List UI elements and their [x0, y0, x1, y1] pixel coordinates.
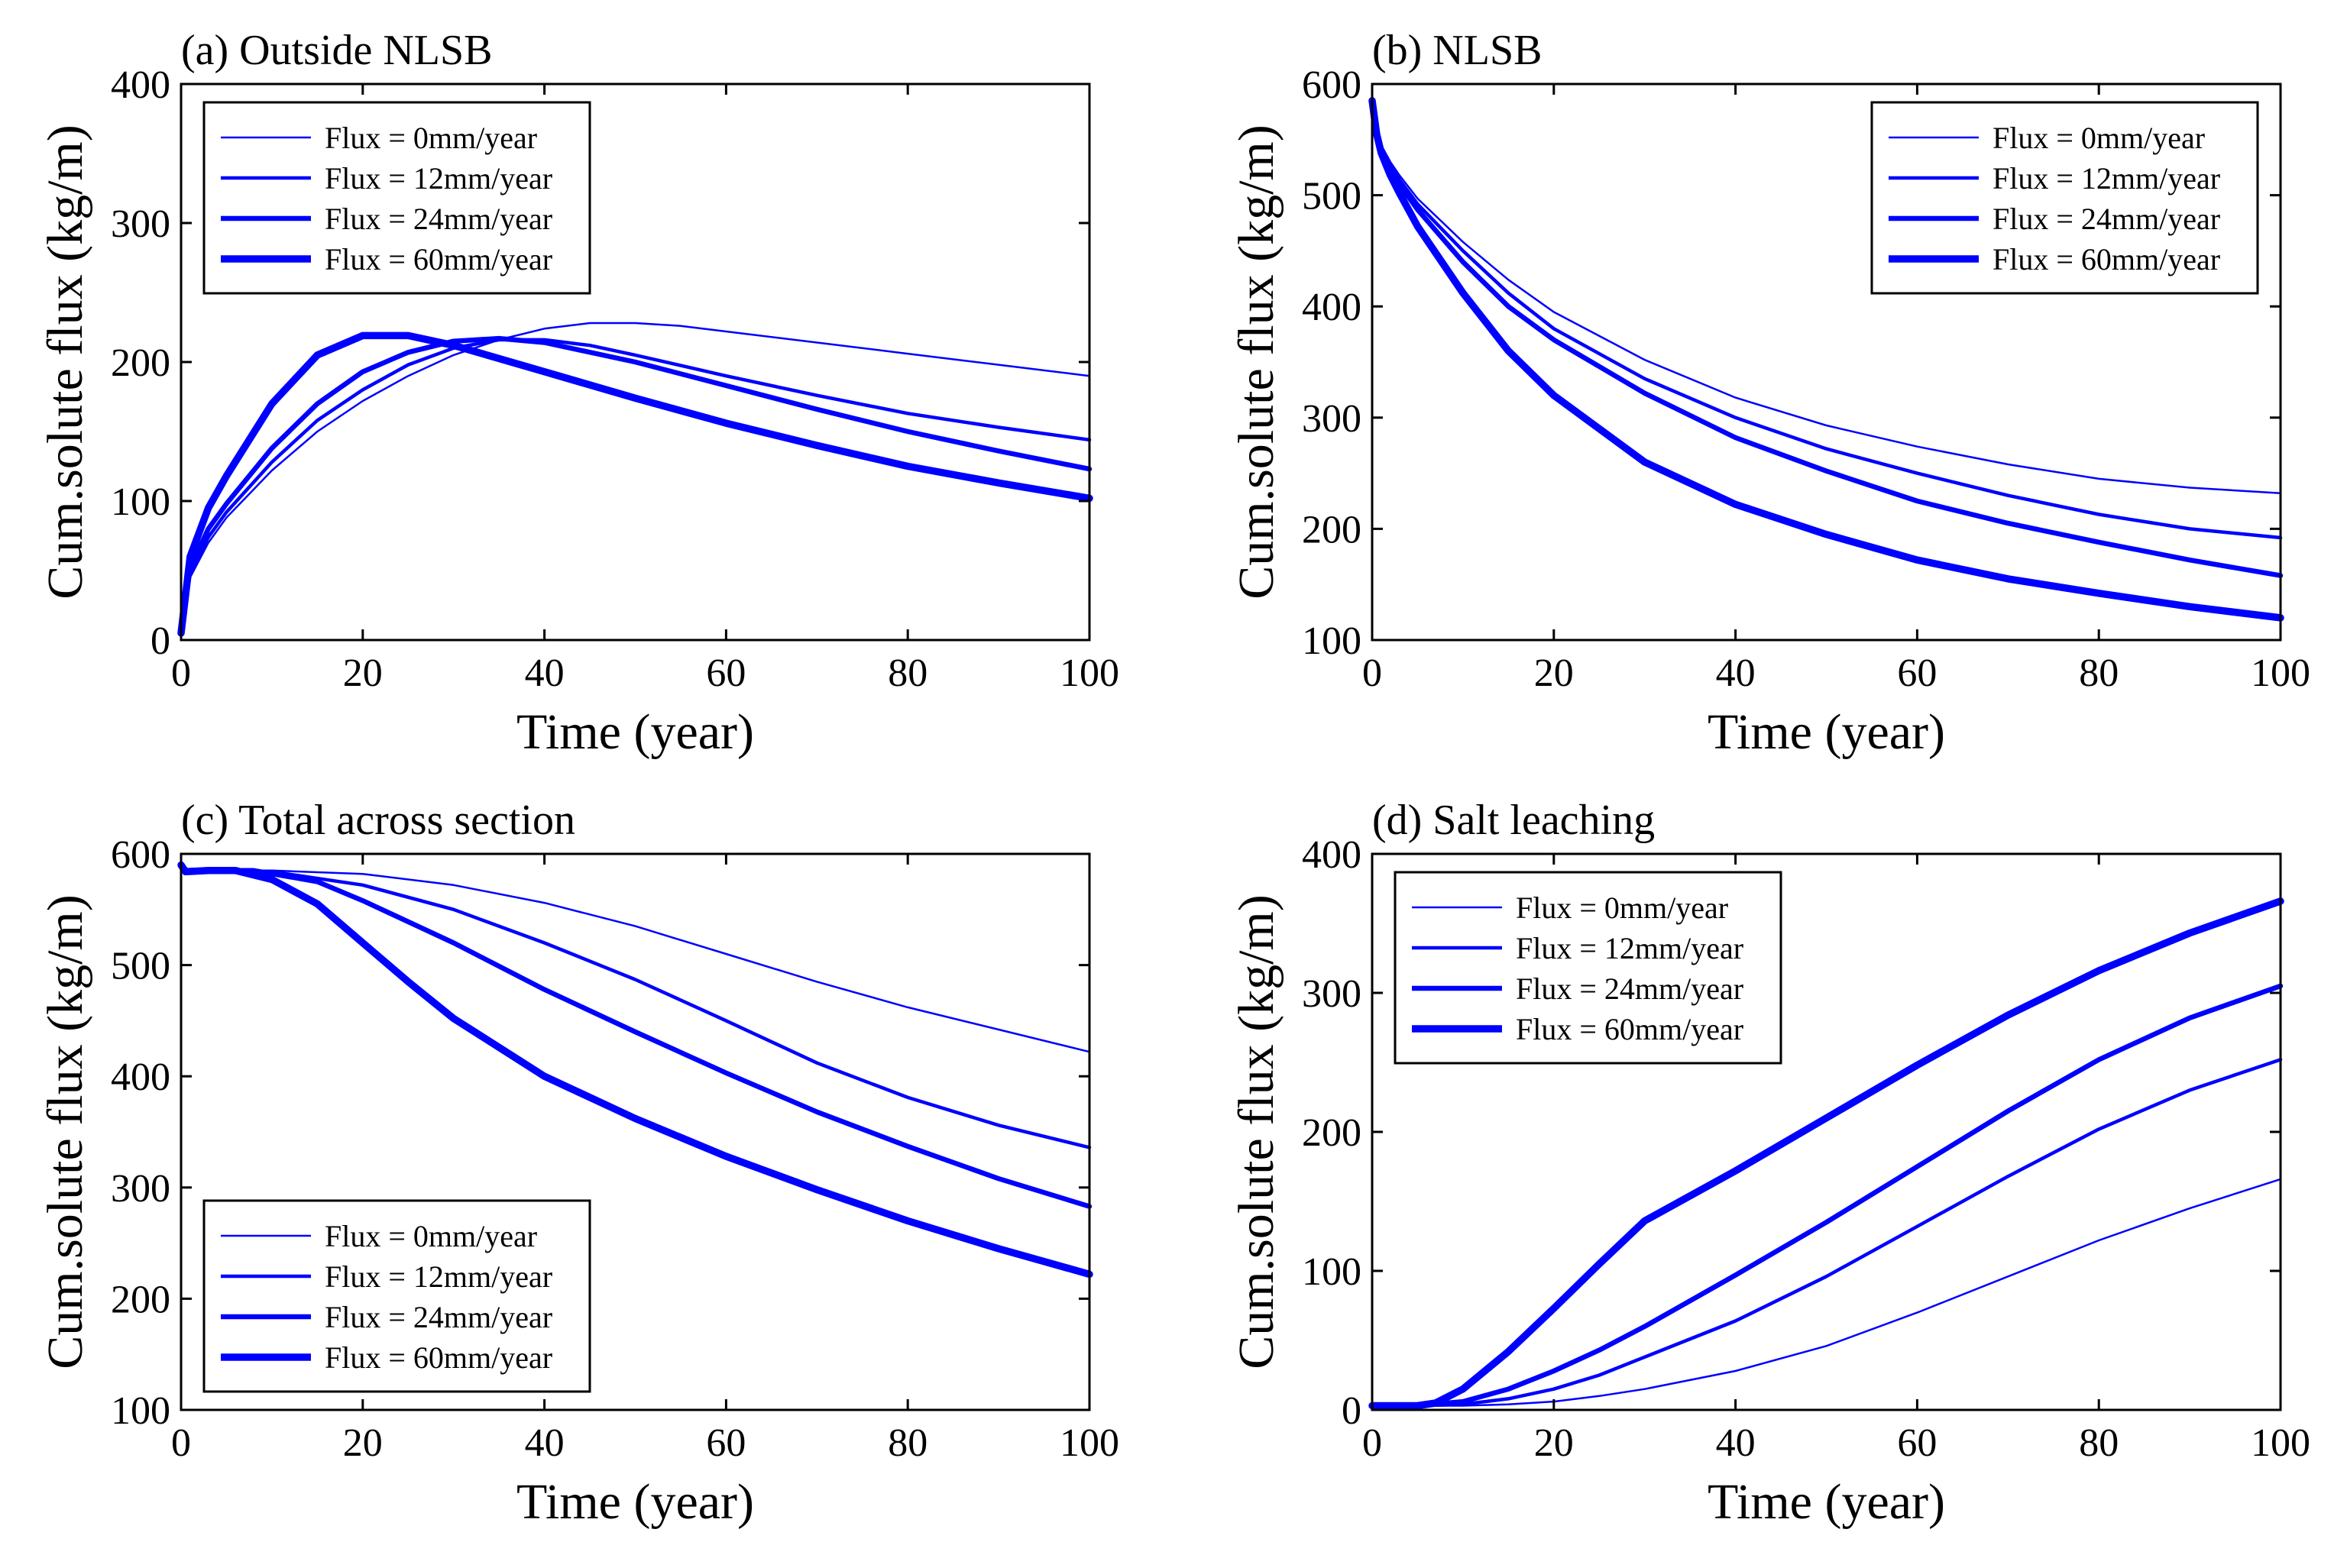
y-tick-label: 300: [1302, 397, 1361, 441]
legend-label: Flux = 24mm/year: [1516, 972, 1743, 1006]
x-tick-label: 40: [525, 1421, 565, 1465]
y-tick-label: 200: [111, 341, 170, 385]
y-tick-label: 100: [111, 480, 170, 524]
y-tick-label: 300: [111, 202, 170, 246]
y-tick-label: 100: [1302, 1250, 1361, 1294]
plot-frame: [1371, 82, 2282, 642]
chart-title: (d) Salt leaching: [1372, 797, 1655, 844]
x-axis-label: Time (year): [516, 1474, 754, 1530]
y-tick-label: 0: [151, 619, 170, 663]
x-tick-label: 100: [1060, 1421, 1119, 1465]
y-tick-label: 400: [1302, 833, 1361, 877]
legend-label: Flux = 24mm/year: [325, 202, 552, 236]
y-axis-label: Cum.solute flux (kg/m): [37, 124, 93, 599]
y-tick-label: 400: [111, 63, 170, 107]
legend-label: Flux = 12mm/year: [325, 161, 552, 196]
chart-panel-3: (d) Salt leaching 0 20 40 60 80 100 0 100 200 300 4…: [1229, 797, 2310, 1530]
x-tick-label: 80: [888, 651, 927, 695]
series-line-0: [1371, 99, 2282, 495]
chart-panel-0: (a) Outside NLSB 0 20 40 60 80 100 0 100 200 300 40…: [37, 27, 1119, 760]
y-tick-label: 200: [1302, 508, 1361, 551]
series-line-2: [178, 862, 1093, 1209]
legend-label: Flux = 0mm/year: [325, 1219, 537, 1253]
legend-label: Flux = 24mm/year: [325, 1300, 552, 1334]
chart-title: (c) Total across section: [181, 797, 575, 844]
legend-label: Flux = 12mm/year: [1993, 161, 2220, 196]
y-tick-label: 400: [1302, 286, 1361, 329]
x-tick-label: 80: [888, 1421, 927, 1465]
x-tick-label: 60: [706, 651, 746, 695]
series-line-2: [1369, 983, 2284, 1408]
x-tick-label: 0: [171, 1421, 191, 1465]
y-tick-label: 300: [111, 1167, 170, 1211]
plot-frame: [180, 852, 1091, 1411]
legend: Flux = 0mm/year Flux = 12mm/year Flux = 24…: [202, 1199, 591, 1393]
y-tick-label: 500: [111, 945, 170, 988]
legend-label: Flux = 60mm/year: [1993, 242, 2220, 276]
y-tick-label: 500: [1302, 175, 1361, 218]
x-tick-label: 100: [2251, 651, 2310, 695]
x-tick-label: 100: [2251, 1421, 2310, 1465]
x-tick-label: 60: [706, 1421, 746, 1465]
y-axis-label: Cum.solute flux (kg/m): [1229, 124, 1284, 599]
series-line-3: [1368, 897, 2284, 1410]
x-tick-label: 60: [1897, 1421, 1937, 1465]
chart-title: (a) Outside NLSB: [181, 27, 493, 74]
chart-panel-1: (b) NLSB 0 20 40 60 80 100 100 200 300 400 500 600 Ti…: [1229, 27, 2310, 760]
legend-label: Flux = 12mm/year: [325, 1259, 552, 1294]
series-line-1: [1370, 1058, 2283, 1408]
y-tick-label: 200: [1302, 1111, 1361, 1155]
legend-label: Flux = 0mm/year: [1516, 891, 1728, 925]
legend-label: Flux = 0mm/year: [1993, 121, 2205, 155]
series-line-0: [180, 322, 1091, 635]
series-line-0: [1371, 1178, 2282, 1407]
x-axis-label: Time (year): [1708, 704, 1945, 760]
y-tick-label: 200: [111, 1278, 170, 1321]
x-tick-label: 40: [1716, 1421, 1756, 1465]
legend-label: Flux = 60mm/year: [1516, 1012, 1743, 1046]
series-line-0: [180, 864, 1091, 1053]
legend-label: Flux = 60mm/year: [325, 1340, 552, 1375]
x-tick-label: 40: [1716, 651, 1756, 695]
y-axis-label: Cum.solute flux (kg/m): [37, 894, 93, 1369]
x-tick-label: 20: [1534, 651, 1574, 695]
x-tick-label: 80: [2079, 651, 2119, 695]
x-tick-label: 60: [1897, 651, 1937, 695]
legend-label: Flux = 24mm/year: [1993, 202, 2220, 236]
y-tick-label: 100: [111, 1389, 170, 1433]
x-tick-label: 20: [343, 1421, 383, 1465]
y-tick-label: 600: [111, 833, 170, 877]
legend-label: Flux = 0mm/year: [325, 121, 537, 155]
legend-label: Flux = 60mm/year: [325, 242, 552, 276]
y-tick-label: 100: [1302, 619, 1361, 663]
series-line-1: [179, 338, 1092, 635]
chart-panel-2: (c) Total across section 0 20 40 60 80 100 100 2…: [37, 797, 1119, 1530]
legend-label: Flux = 12mm/year: [1516, 931, 1743, 965]
y-tick-label: 400: [111, 1056, 170, 1099]
x-tick-label: 20: [343, 651, 383, 695]
x-tick-label: 40: [525, 651, 565, 695]
series-line-1: [1370, 99, 2283, 540]
x-tick-label: 100: [1060, 651, 1119, 695]
legend: Flux = 0mm/year Flux = 12mm/year Flux = 24…: [1394, 871, 1782, 1065]
y-axis-label: Cum.solute flux (kg/m): [1229, 894, 1284, 1369]
y-tick-label: 300: [1302, 972, 1361, 1016]
x-tick-label: 0: [171, 651, 191, 695]
legend: Flux = 0mm/year Flux = 12mm/year Flux = 24…: [202, 101, 591, 295]
x-axis-label: Time (year): [516, 704, 754, 760]
y-tick-label: 0: [1342, 1389, 1361, 1433]
x-axis-label: Time (year): [1708, 1474, 1945, 1530]
chart-title: (b) NLSB: [1372, 27, 1542, 74]
y-tick-label: 600: [1302, 63, 1361, 107]
series-line-2: [178, 335, 1093, 636]
legend: Flux = 0mm/year Flux = 12mm/year Flux = 24…: [1870, 101, 2259, 295]
x-tick-label: 20: [1534, 1421, 1574, 1465]
x-tick-label: 0: [1362, 1421, 1382, 1465]
x-tick-label: 80: [2079, 1421, 2119, 1465]
x-tick-label: 0: [1362, 651, 1382, 695]
series-line-3: [177, 331, 1093, 637]
